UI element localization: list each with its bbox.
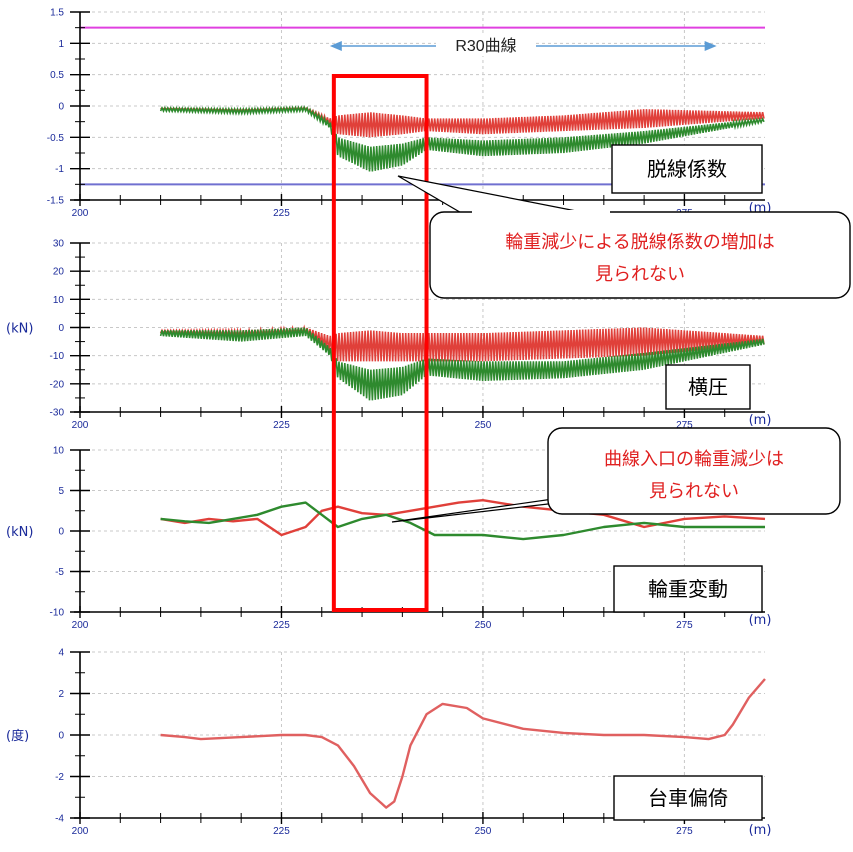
y-tick-label: 20 <box>53 267 65 278</box>
panel-title: 輪重変動 <box>648 577 728 601</box>
y-tick-label: 1 <box>58 39 64 50</box>
x-tick-label: 225 <box>273 826 290 837</box>
series-2-band <box>159 105 765 172</box>
callout-2-line-2: 見られない <box>649 481 739 502</box>
y-tick-label: -1.5 <box>47 196 65 207</box>
chart-panel-4: 4 2 0 -2 -4 200 225 250 275 (m) (度) 台車偏倚 <box>6 648 771 839</box>
x-tick-label: 275 <box>676 620 693 631</box>
y-tick-label: -5 <box>55 567 64 578</box>
y-tick-label: 1.5 <box>50 8 64 19</box>
callout-1-line-1: 輪重減少による脱線係数の増加は <box>505 232 774 253</box>
panel-title-box <box>665 364 751 410</box>
series-1-line <box>160 678 766 809</box>
chart-panel-2: 30 20 10 0 -10 -20 -30 200 225 250 275 (m) (kN) 横圧 <box>6 239 771 432</box>
x-tick-label: 250 <box>475 620 492 631</box>
y-tick-label: -20 <box>50 379 65 390</box>
panel-title: 脱線係数 <box>647 157 727 181</box>
chart-panel-1: 1.510.50-0.5-1-1.5200225250275(m)脱線係数 <box>47 8 772 220</box>
panel-title: 横圧 <box>688 375 728 399</box>
y-tick-label: -0.5 <box>47 133 65 144</box>
y-tick-label: 0 <box>58 731 64 742</box>
x-tick-label: 225 <box>273 620 290 631</box>
highlight-region-box <box>331 74 429 612</box>
y-unit-label: (kN) <box>6 525 33 540</box>
y-tick-label: -10 <box>50 608 65 619</box>
y-tick-label: 0 <box>58 102 64 113</box>
span-arrow-head-left <box>329 41 342 51</box>
y-tick-label: 5 <box>58 486 64 497</box>
callout-1-line-2: 見られない <box>595 264 685 285</box>
x-tick-label: 225 <box>273 208 290 219</box>
x-tick-label: 200 <box>72 420 89 431</box>
y-unit-label: (kN) <box>6 322 33 337</box>
y-tick-label: -30 <box>50 408 65 419</box>
r30-span-arrow: R30曲線 <box>329 34 717 56</box>
y-tick-label: 4 <box>58 648 64 659</box>
callout-1-box <box>429 211 851 299</box>
y-tick-label: -1 <box>55 164 64 175</box>
y-tick-label: 2 <box>58 689 64 700</box>
x-tick-label: 275 <box>676 420 693 431</box>
x-tick-label: 200 <box>72 620 89 631</box>
y-tick-label: 10 <box>53 295 65 306</box>
callout-1-joint <box>472 210 610 216</box>
y-tick-label: -2 <box>55 772 64 783</box>
panel-title-box <box>613 565 763 613</box>
y-tick-label: -4 <box>55 814 64 825</box>
y-tick-label: -10 <box>50 351 65 362</box>
x-unit-label: (m) <box>749 823 772 838</box>
y-tick-label: 0.5 <box>50 70 64 81</box>
panel-title: 台車偏倚 <box>648 786 728 810</box>
chart-panel-3: 10 5 0 -5 -10 200 225 250 275 (m) (kN) 輪重変動 <box>6 446 771 632</box>
x-unit-label: (m) <box>749 413 772 428</box>
y-tick-label: 0 <box>58 527 64 538</box>
series-1-line <box>160 499 766 537</box>
y-unit-label: (度) <box>6 728 29 744</box>
span-label: R30曲線 <box>455 37 516 55</box>
span-label-bg <box>436 34 536 56</box>
x-tick-label: 275 <box>676 826 693 837</box>
y-tick-label: 30 <box>53 239 65 250</box>
y-tick-label: 0 <box>58 323 64 334</box>
series-2-line <box>160 501 765 541</box>
callout-2-box <box>547 427 841 515</box>
panel-title-box <box>611 144 763 194</box>
series-2-band <box>159 327 765 401</box>
span-arrow-head-right <box>704 41 717 51</box>
panel-title-box <box>613 775 763 821</box>
x-tick-label: 200 <box>72 826 89 837</box>
x-tick-label: 250 <box>475 826 492 837</box>
x-tick-label: 225 <box>273 420 290 431</box>
callout-2-joint <box>556 496 598 502</box>
y-tick-label: 10 <box>53 446 65 457</box>
x-tick-label: 200 <box>72 208 89 219</box>
callout-2-line-1: 曲線入口の輪重減少は <box>604 449 784 470</box>
x-tick-label: 250 <box>475 420 492 431</box>
x-unit-label: (m) <box>749 613 772 628</box>
